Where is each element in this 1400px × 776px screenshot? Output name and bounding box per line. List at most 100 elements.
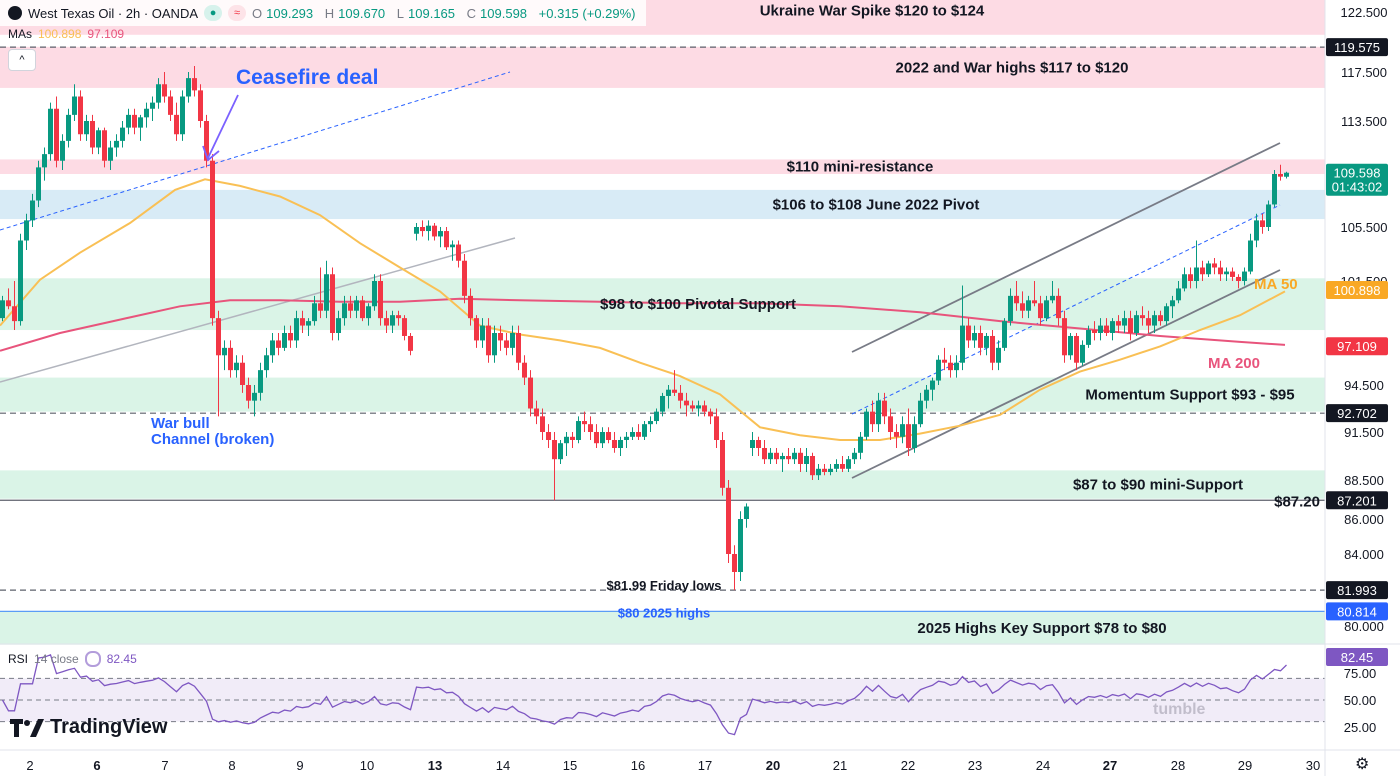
price-label-box-7 (1326, 602, 1388, 621)
channel-mid-line (851, 204, 1281, 415)
candle-161 (966, 325, 971, 341)
zone-label-1: 2022 and War highs $117 to $120 (896, 59, 1129, 76)
price-label-box-6 (1326, 581, 1388, 600)
candle-61 (366, 306, 371, 319)
candle-13 (78, 96, 83, 135)
time-tick-14: 23 (968, 758, 982, 773)
candle-213 (1278, 174, 1283, 177)
time-tick-19: 30 (1306, 758, 1320, 773)
candle-214 (1284, 172, 1289, 177)
candle-89 (534, 408, 539, 417)
rsi-legend-value: 82.45 (106, 652, 137, 666)
tradingview-logo[interactable]: TradingView (10, 716, 167, 739)
candle-178 (1068, 335, 1073, 356)
candle-117 (702, 405, 707, 412)
candle-82 (492, 333, 497, 356)
collapse-legend-button[interactable]: ^ (8, 49, 36, 71)
candle-51 (306, 321, 311, 326)
grey-trendline (0, 237, 516, 383)
candle-160 (960, 325, 965, 363)
candle-208 (1248, 240, 1253, 272)
candle-45 (270, 340, 275, 356)
candle-32 (192, 78, 197, 91)
settings-icon[interactable]: ⚙ (1355, 756, 1370, 773)
candle-170 (1020, 303, 1025, 311)
time-axis[interactable]: 2 6 7 8 9 10 13 14 15 16 17 20 21 22 23 24 27 28 29 30 (0, 749, 1400, 773)
candle-21 (126, 114, 131, 128)
annotation-3: MA 50 (1254, 276, 1298, 293)
chart-header: West Texas Oil · 2h · OANDA ● ≈ O 109.293… (0, 0, 646, 26)
delay-icon[interactable]: ≈ (228, 5, 247, 21)
candle-150 (900, 424, 905, 437)
candle-165 (990, 335, 995, 363)
candle-83 (498, 333, 503, 341)
candle-59 (354, 300, 359, 311)
candle-5 (30, 200, 35, 221)
candle-134 (804, 456, 809, 464)
candle-80 (480, 325, 485, 341)
candle-9 (54, 108, 59, 161)
candle-131 (786, 456, 791, 460)
zone-label-2: $110 mini-resistance (787, 159, 934, 176)
candle-116 (696, 405, 701, 409)
zone-labels: Ukraine War Spike $120 to $124 2022 and W… (600, 2, 1295, 637)
rsi-legend[interactable]: RSI 14 close 82.45 (8, 651, 137, 667)
candle-127 (762, 448, 767, 460)
war-bull-channel-line (0, 71, 511, 231)
candle-200 (1200, 267, 1205, 275)
candle-98 (588, 424, 593, 432)
candle-93 (558, 443, 563, 460)
candle-38 (228, 347, 233, 371)
channel-upper-line (851, 142, 1281, 353)
candle-79 (474, 318, 479, 341)
candle-109 (654, 411, 659, 422)
candle-49 (294, 318, 299, 341)
candle-119 (714, 416, 719, 440)
candle-23 (138, 117, 143, 128)
candle-121 (726, 487, 731, 554)
price-label-sub-1: 01:43:02 (1332, 180, 1383, 195)
rsi-label: RSI (8, 652, 29, 666)
zone-label-5: Momentum Support $93 - $95 (1085, 387, 1294, 404)
ma-legend[interactable]: MAs 100.898 97.109 (8, 27, 124, 41)
price-tick-8: 86.000 (1344, 512, 1384, 527)
time-tick-3: 8 (228, 758, 235, 773)
market-status-icon[interactable]: ● (204, 5, 223, 21)
rsi-value-box (1326, 648, 1388, 666)
candle-72 (432, 225, 437, 237)
candle-28 (168, 96, 173, 115)
candle-107 (642, 424, 647, 437)
candle-15 (90, 121, 95, 148)
candle-184 (1104, 325, 1109, 333)
time-tick-7: 14 (496, 758, 510, 773)
candle-42 (252, 392, 257, 401)
candle-209 (1254, 220, 1259, 241)
candle-205 (1230, 271, 1235, 277)
candle-138 (828, 468, 833, 472)
candle-167 (1002, 321, 1007, 348)
candle-144 (864, 411, 869, 437)
candle-90 (540, 416, 545, 432)
candle-34 (204, 121, 209, 161)
price-axis[interactable]: 122.500117.500113.500105.500101.50094.50… (1324, 0, 1388, 776)
candle-153 (918, 400, 923, 425)
candle-17 (102, 130, 107, 161)
price-label-7: 80.814 (1337, 604, 1377, 619)
candle-35 (210, 160, 215, 319)
candle-41 (246, 385, 251, 401)
candle-110 (660, 395, 665, 412)
candle-206 (1236, 276, 1241, 281)
time-tick-5: 10 (360, 758, 374, 773)
candle-40 (240, 362, 245, 385)
candle-10 (60, 140, 65, 161)
candle-195 (1170, 300, 1175, 307)
candle-100 (600, 432, 605, 444)
candle-71 (426, 225, 431, 232)
symbol-title[interactable]: West Texas Oil · 2h · OANDA (28, 5, 199, 21)
candle-164 (984, 335, 989, 348)
time-tick-2: 7 (161, 758, 168, 773)
candle-46 (276, 340, 281, 348)
candle-65 (390, 315, 395, 326)
candle-155 (930, 380, 935, 390)
